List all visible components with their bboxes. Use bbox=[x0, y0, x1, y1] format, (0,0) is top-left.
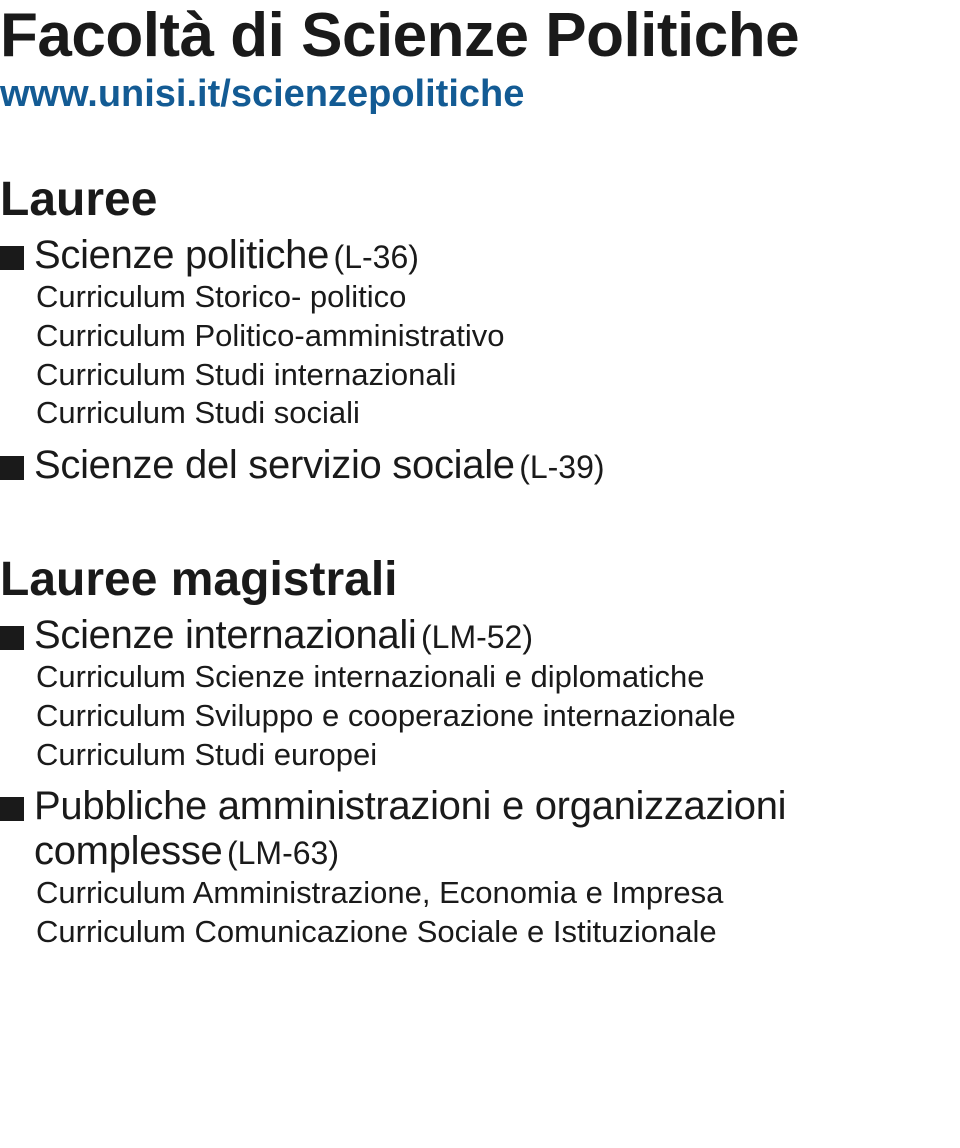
bullet-icon bbox=[0, 246, 24, 270]
curricula-list: Curriculum Amministrazione, Economia e I… bbox=[36, 874, 936, 952]
bullet-icon bbox=[0, 797, 24, 821]
curriculum: Curriculum Scienze internazionali e dipl… bbox=[36, 658, 936, 697]
curriculum: Curriculum Amministrazione, Economia e I… bbox=[36, 874, 936, 913]
curriculum: Curriculum Storico- politico bbox=[36, 278, 936, 317]
program-item: Scienze politiche (L-36) Curriculum Stor… bbox=[0, 233, 936, 433]
program-code: (LM-63) bbox=[227, 835, 339, 871]
program-name: Scienze del servizio sociale bbox=[34, 443, 515, 487]
section-heading-lauree: Lauree bbox=[0, 172, 936, 227]
curriculum: Curriculum Sviluppo e cooperazione inter… bbox=[36, 697, 936, 736]
program-item: Scienze internazionali (LM-52) Curriculu… bbox=[0, 613, 936, 774]
curriculum: Curriculum Politico-amministrativo bbox=[36, 317, 936, 356]
curriculum: Curriculum Comunicazione Sociale e Istit… bbox=[36, 913, 936, 952]
program-head: Scienze politiche (L-36) bbox=[0, 233, 936, 278]
program-code: (L-36) bbox=[334, 239, 419, 275]
faculty-url: www.unisi.it/scienzepolitiche bbox=[0, 73, 936, 116]
program-head: Pubbliche amministrazioni e organizzazio… bbox=[0, 784, 936, 874]
bullet-icon bbox=[0, 626, 24, 650]
program-name: Pubbliche amministrazioni e organizzazio… bbox=[34, 784, 786, 873]
program-code: (L-39) bbox=[519, 449, 604, 485]
program-name: Scienze politiche bbox=[34, 233, 329, 277]
program-head: Scienze internazionali (LM-52) bbox=[0, 613, 936, 658]
program-item: Scienze del servizio sociale (L-39) bbox=[0, 443, 936, 488]
faculty-title: Facoltà di Scienze Politiche bbox=[0, 0, 936, 71]
curriculum: Curriculum Studi internazionali bbox=[36, 356, 936, 395]
curricula-list: Curriculum Storico- politico Curriculum … bbox=[36, 278, 936, 433]
program-head: Scienze del servizio sociale (L-39) bbox=[0, 443, 936, 488]
section-heading-magistrali: Lauree magistrali bbox=[0, 552, 936, 607]
program-code: (LM-52) bbox=[421, 619, 533, 655]
curriculum: Curriculum Studi sociali bbox=[36, 394, 936, 433]
program-item: Pubbliche amministrazioni e organizzazio… bbox=[0, 784, 936, 952]
curriculum: Curriculum Studi europei bbox=[36, 736, 936, 775]
curricula-list: Curriculum Scienze internazionali e dipl… bbox=[36, 658, 936, 774]
program-name: Scienze internazionali bbox=[34, 613, 417, 657]
bullet-icon bbox=[0, 456, 24, 480]
